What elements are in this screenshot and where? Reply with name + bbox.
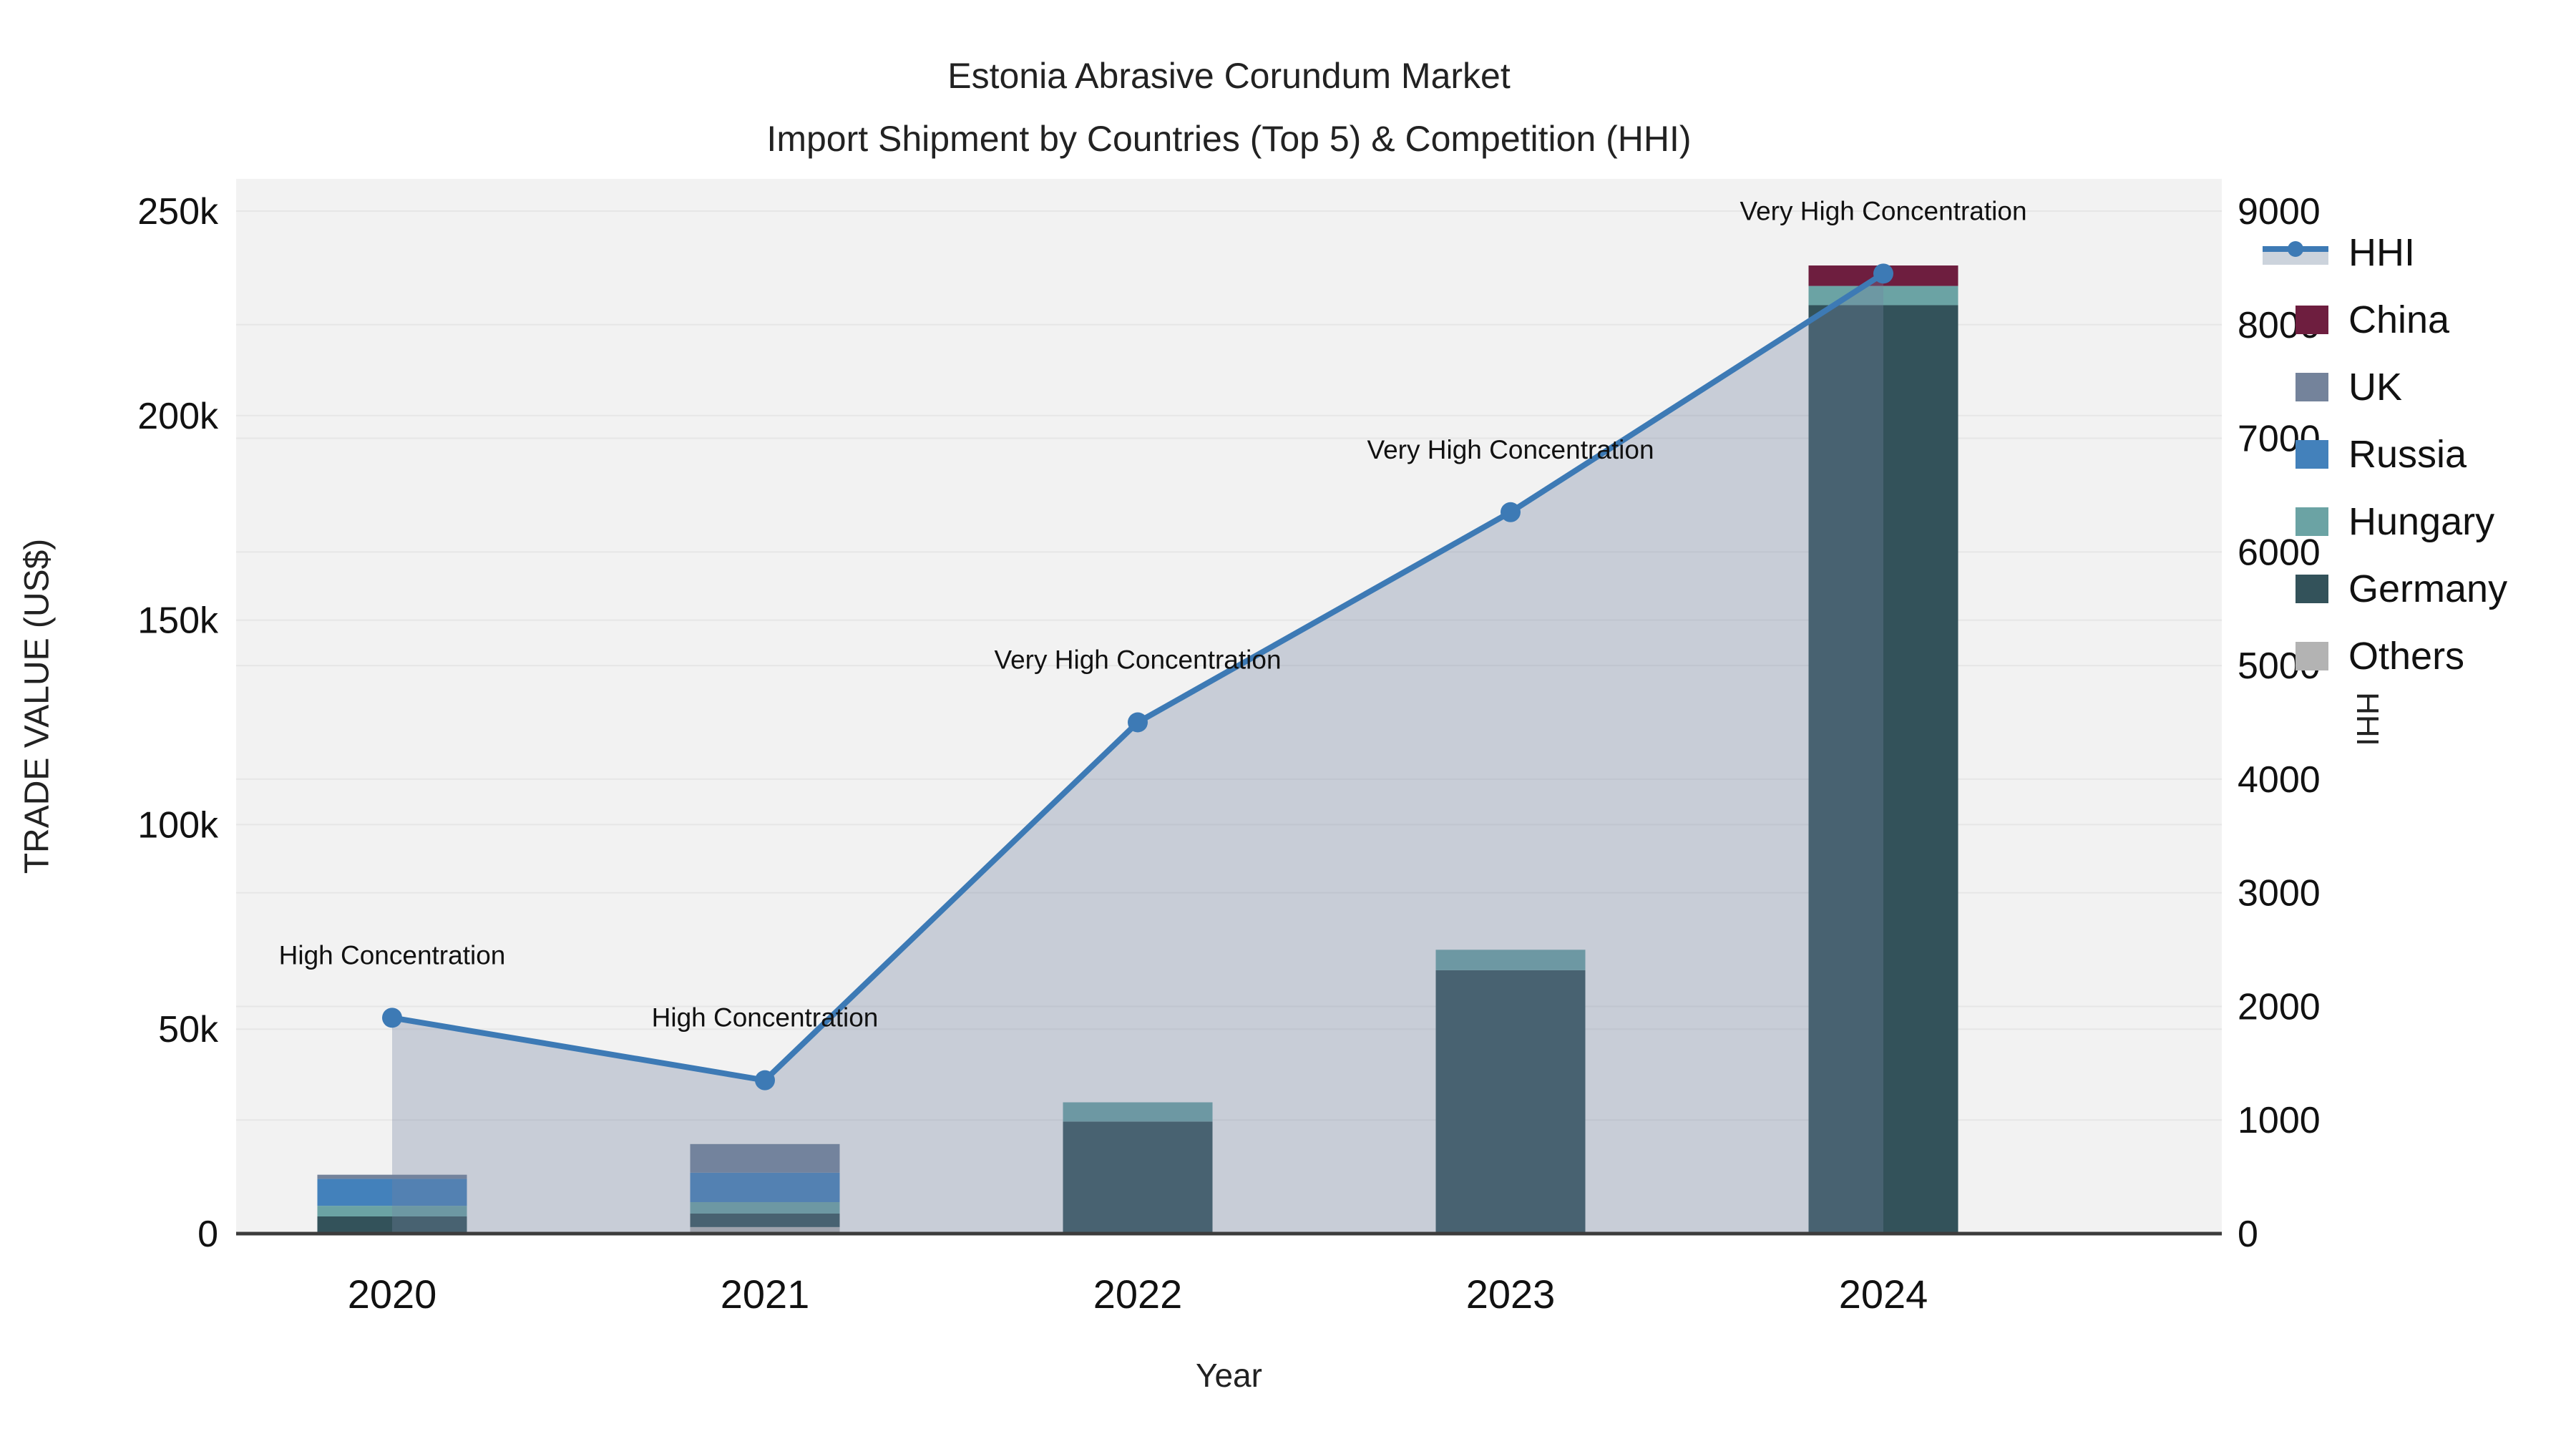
annotation-2020: High Concentration bbox=[279, 940, 506, 970]
bar-segment-2020-russia bbox=[317, 1179, 467, 1206]
right-tick-1000: 1000 bbox=[2238, 1100, 2321, 1141]
annotation-2023: Very High Concentration bbox=[1367, 435, 1654, 464]
bar-segment-2024-hungary bbox=[1808, 286, 1958, 306]
legend-item-hungary[interactable]: Hungary bbox=[2263, 499, 2507, 544]
chart-title: Estonia Abrasive Corundum Market Import … bbox=[236, 44, 2222, 170]
bar-segment-2020-uk bbox=[317, 1174, 467, 1179]
right-tick-9000: 9000 bbox=[2238, 191, 2321, 233]
bar-segment-2024-germany bbox=[1808, 305, 1958, 1234]
hhi-marker-2020 bbox=[382, 1008, 402, 1028]
chart-title-line2: Import Shipment by Countries (Top 5) & C… bbox=[766, 119, 1692, 159]
legend-item-hhi[interactable]: HHI bbox=[2263, 230, 2507, 275]
legend-label-others: Others bbox=[2348, 635, 2465, 678]
left-tick-150k: 150k bbox=[137, 600, 219, 642]
right-tick-0: 0 bbox=[2238, 1214, 2258, 1255]
hhi-dot bbox=[2288, 241, 2303, 257]
hhi-marker-2022 bbox=[1128, 712, 1148, 733]
right-tick-3000: 3000 bbox=[2238, 873, 2321, 914]
chart-title-line1: Estonia Abrasive Corundum Market bbox=[947, 56, 1511, 96]
bar-segment-2022-hungary bbox=[1063, 1102, 1213, 1122]
bar-segment-2020-germany bbox=[317, 1216, 467, 1232]
legend-label-china: China bbox=[2348, 298, 2450, 341]
hhi-band bbox=[2263, 249, 2328, 265]
legend-item-germany[interactable]: Germany bbox=[2263, 567, 2507, 611]
legend-label-hungary: Hungary bbox=[2348, 500, 2495, 543]
legend-label-hhi: HHI bbox=[2348, 231, 2415, 274]
left-tick-100k: 100k bbox=[137, 804, 219, 846]
bar-segment-2020-hungary bbox=[317, 1206, 467, 1216]
right-axis-title: HHI bbox=[2350, 692, 2385, 746]
hhi-marker-2024 bbox=[1873, 263, 1893, 284]
hhi-marker-2021 bbox=[755, 1070, 775, 1091]
left-tick-250k: 250k bbox=[137, 191, 219, 233]
legend-swatch-uk bbox=[2296, 373, 2328, 401]
legend-item-uk[interactable]: UK bbox=[2263, 365, 2507, 409]
legend-item-china[interactable]: China bbox=[2263, 298, 2507, 342]
legend-label-germany: Germany bbox=[2348, 567, 2508, 610]
legend-swatch-russia bbox=[2296, 440, 2328, 469]
legend-label-russia: Russia bbox=[2348, 433, 2467, 476]
hhi-line-marker-icon bbox=[2263, 236, 2328, 269]
right-tick-2000: 2000 bbox=[2238, 986, 2321, 1028]
legend-swatch-germany bbox=[2296, 575, 2328, 603]
annotation-2021: High Concentration bbox=[652, 1003, 879, 1033]
bar-segment-2023-hungary bbox=[1435, 950, 1586, 970]
x-tick-2022: 2022 bbox=[1093, 1272, 1183, 1317]
x-axis-title: Year bbox=[1196, 1357, 1262, 1394]
legend-label-uk: UK bbox=[2348, 366, 2403, 409]
left-tick-200k: 200k bbox=[137, 396, 219, 437]
right-tick-4000: 4000 bbox=[2238, 759, 2321, 801]
x-tick-2023: 2023 bbox=[1466, 1272, 1556, 1317]
annotation-2022: Very High Concentration bbox=[994, 645, 1281, 675]
left-tick-0: 0 bbox=[197, 1214, 218, 1255]
bar-segment-2021-uk bbox=[690, 1143, 840, 1173]
x-tick-2024: 2024 bbox=[1839, 1272, 1928, 1317]
annotation-2024: Very High Concentration bbox=[1740, 196, 2026, 225]
x-tick-2021: 2021 bbox=[721, 1272, 810, 1317]
legend-swatch-china bbox=[2296, 306, 2328, 334]
x-tick-2020: 2020 bbox=[348, 1272, 437, 1317]
right-tick-6000: 6000 bbox=[2238, 532, 2321, 573]
bar-segment-2021-hungary bbox=[690, 1201, 840, 1214]
left-tick-50k: 50k bbox=[158, 1009, 219, 1050]
bar-segment-2022-germany bbox=[1063, 1121, 1213, 1232]
left-axis-title: TRADE VALUE (US$) bbox=[18, 538, 57, 874]
legend: HHI China UK Russia Hungary Germany Others bbox=[2263, 230, 2507, 678]
bar-segment-2021-germany bbox=[690, 1213, 840, 1227]
hhi-marker-2023 bbox=[1501, 502, 1521, 522]
legend-item-others[interactable]: Others bbox=[2263, 634, 2507, 678]
bar-segment-2021-others bbox=[690, 1226, 840, 1234]
legend-item-russia[interactable]: Russia bbox=[2263, 432, 2507, 477]
bar-segment-2021-russia bbox=[690, 1172, 840, 1202]
legend-swatch-others bbox=[2296, 642, 2328, 670]
bar-segment-2023-germany bbox=[1435, 970, 1586, 1232]
legend-swatch-hungary bbox=[2296, 507, 2328, 536]
